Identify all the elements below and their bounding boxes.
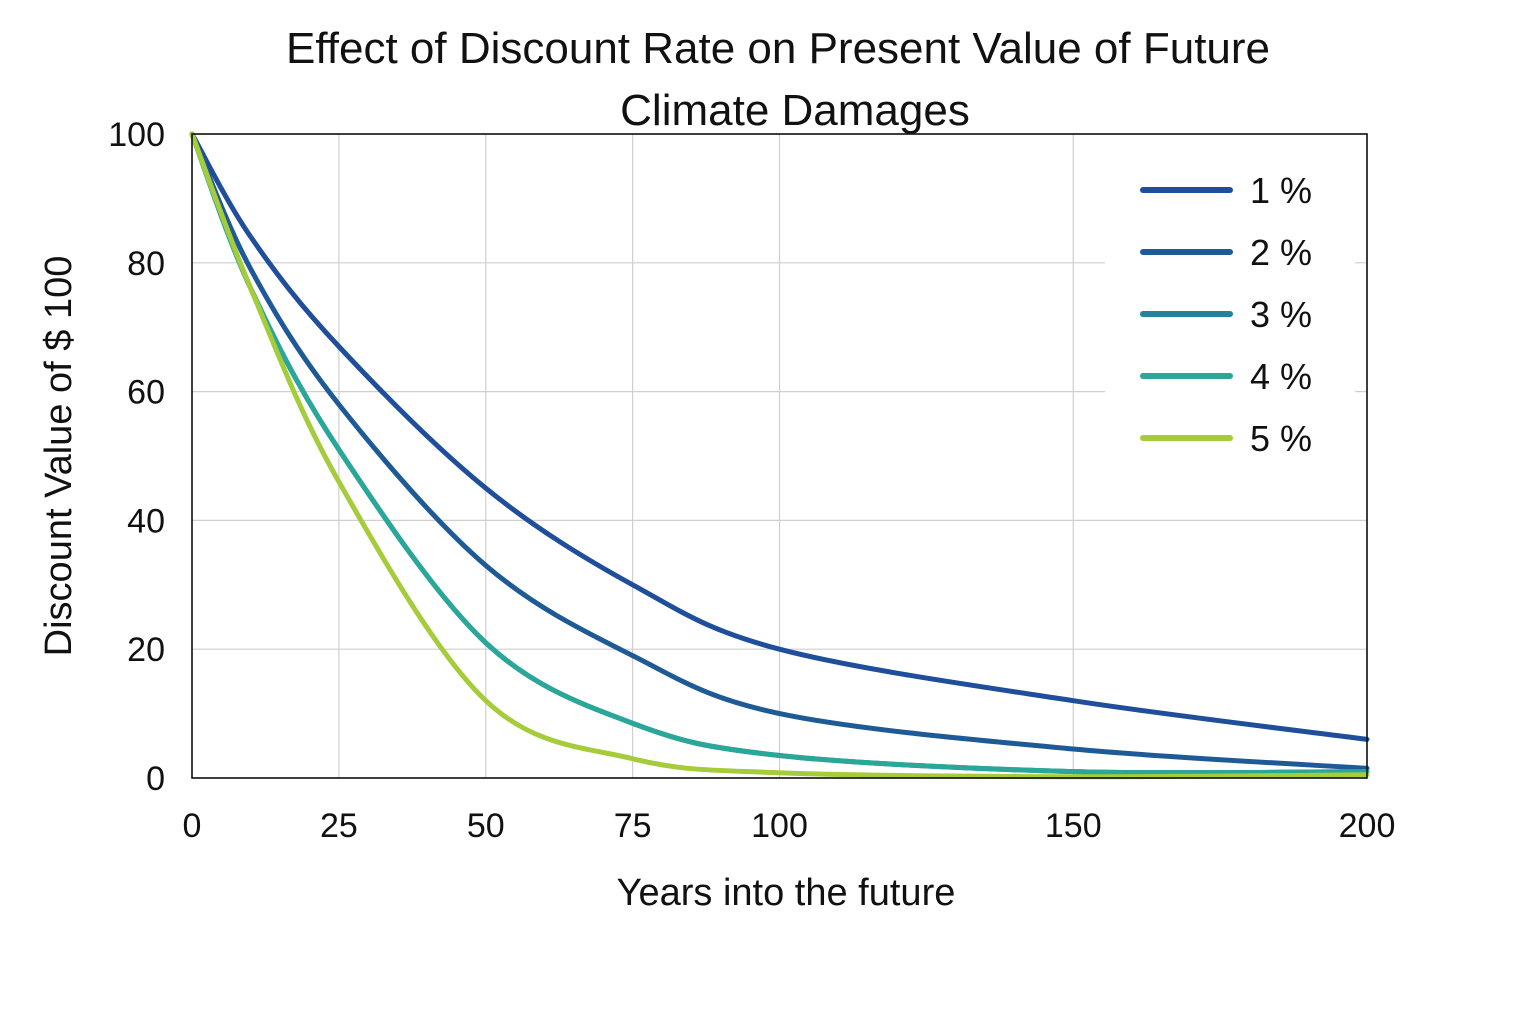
legend-label-5-percent: 5 % (1250, 418, 1312, 459)
legend-label-4-percent: 4 % (1250, 356, 1312, 397)
x-tick-label: 50 (467, 807, 505, 845)
chart-title-line-2: Climate Damages (620, 86, 970, 135)
legend-label-3-percent: 3 % (1250, 294, 1312, 335)
series-lines (189, 131, 1370, 780)
x-tick-label: 75 (614, 807, 652, 845)
x-tick-label: 0 (183, 807, 202, 845)
x-tick-label: 150 (1045, 807, 1102, 845)
legend: 1 % 2 % 3 % 4 % 5 % (1105, 160, 1355, 470)
y-tick-label: 60 (127, 374, 165, 412)
series-line-5-percent (189, 131, 1370, 780)
y-tick-label: 20 (127, 631, 165, 669)
series-line-2-percent (189, 131, 1370, 771)
y-tick-label: 80 (127, 245, 165, 283)
series-line-1-percent (189, 131, 1370, 742)
y-axis-label: Discount Value of $ 100 (38, 256, 80, 657)
x-axis-label: Years into the future (617, 872, 956, 914)
x-tick-label: 200 (1339, 807, 1396, 845)
plot-frame (191, 133, 1368, 779)
legend-label-2-percent: 2 % (1250, 232, 1312, 273)
legend-label-1-percent: 1 % (1250, 170, 1312, 211)
x-tick-label: 25 (320, 807, 358, 845)
x-tick-label: 100 (751, 807, 808, 845)
tick-labels: 0 25 50 75 100 150 200 0 20 40 60 80 100 (108, 116, 1395, 845)
y-tick-label: 100 (108, 116, 165, 154)
y-tick-label: 0 (146, 760, 165, 798)
series-line-4-percent (189, 131, 1370, 776)
chart-title-line-1: Effect of Discount Rate on Present Value… (286, 24, 1270, 73)
y-tick-label: 40 (127, 502, 165, 540)
